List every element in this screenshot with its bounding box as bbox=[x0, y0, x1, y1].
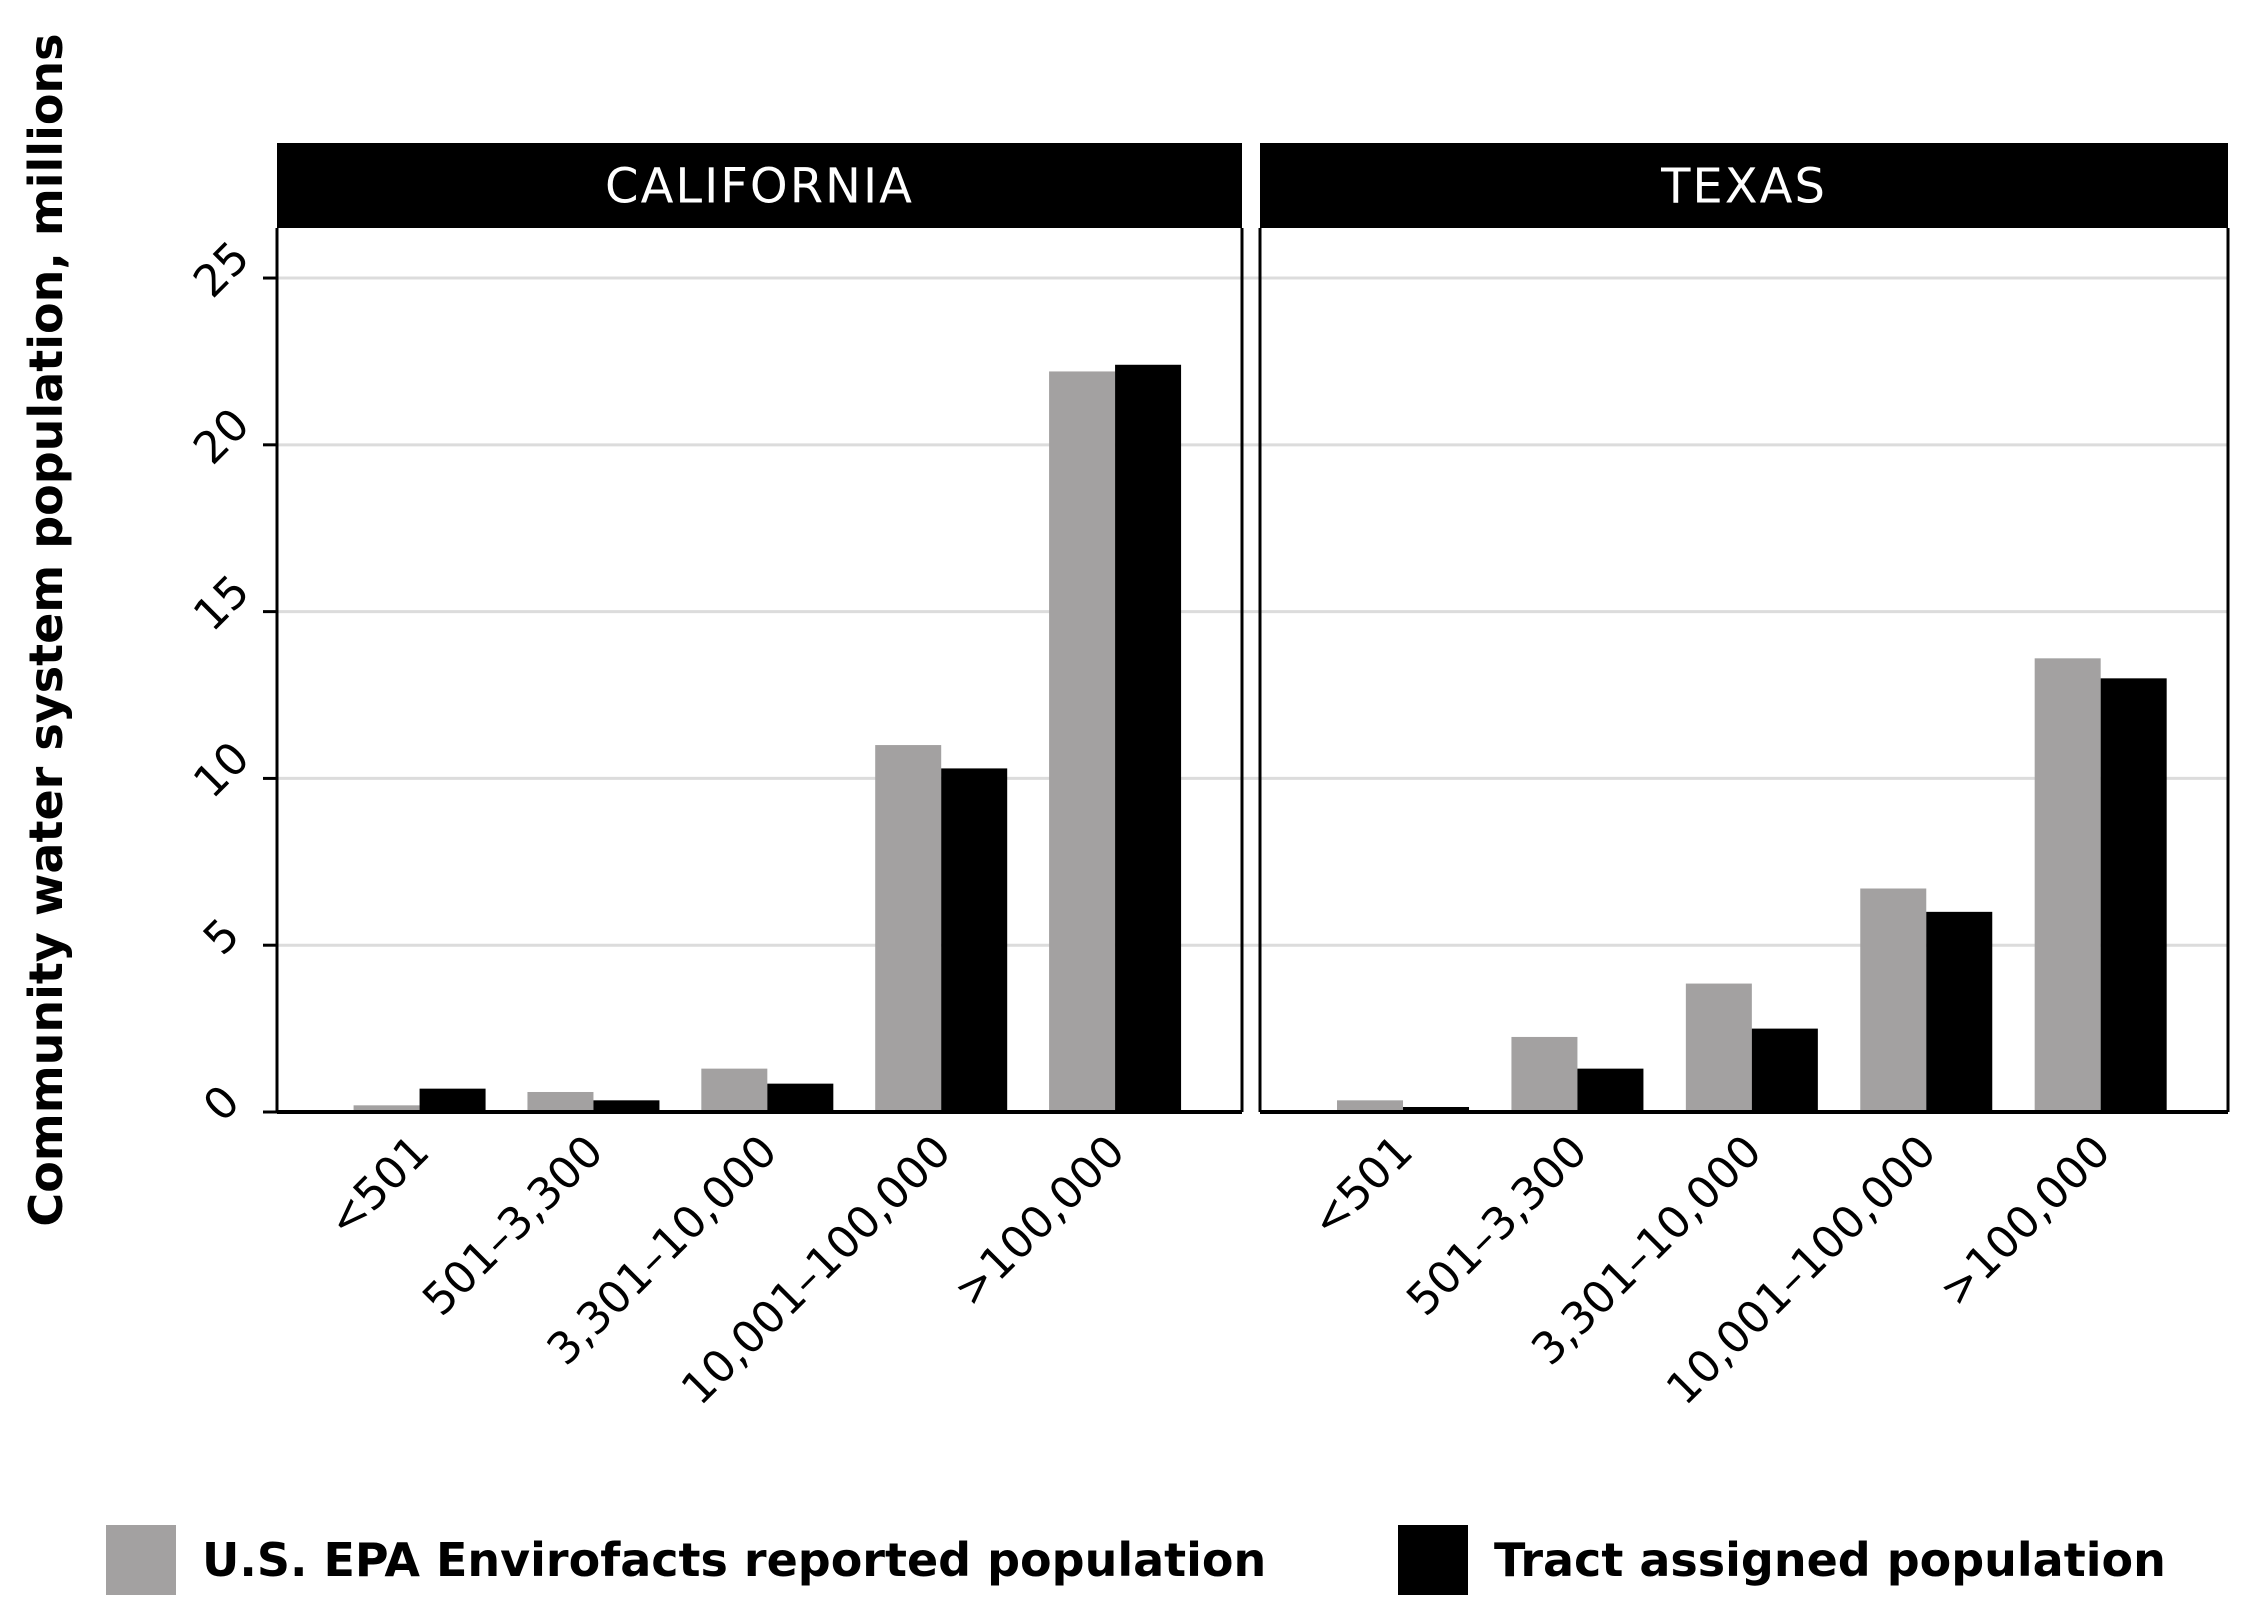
y-tick-label: 10 bbox=[184, 732, 260, 808]
grid-lines bbox=[277, 276, 2228, 947]
bar bbox=[1049, 371, 1116, 1112]
x-axis: <501501–3,3003,301–10,00010,001–100,000>… bbox=[318, 1126, 2121, 1415]
bars bbox=[353, 364, 2167, 1113]
x-tick-label: >100,000 bbox=[1930, 1126, 2121, 1317]
panel-frames bbox=[275, 228, 2230, 1114]
panel-strip bbox=[1260, 143, 2228, 228]
bar bbox=[941, 768, 1008, 1112]
bar bbox=[353, 1105, 420, 1112]
panel-title: TEXAS bbox=[1660, 159, 1827, 215]
y-tick-label: 5 bbox=[194, 909, 250, 965]
bar bbox=[1115, 364, 1182, 1113]
bar bbox=[593, 1100, 660, 1112]
y-axis: 0 5 10 15 20 25 bbox=[184, 232, 277, 1132]
bar bbox=[1403, 1106, 1470, 1112]
y-tick-label: 25 bbox=[184, 232, 260, 308]
bar bbox=[2100, 678, 2167, 1112]
y-tick-label: 20 bbox=[184, 399, 260, 475]
legend: U.S. EPA Envirofacts reported population… bbox=[106, 1525, 2166, 1595]
y-axis-title: Community water system population, milli… bbox=[19, 33, 73, 1226]
bar bbox=[1685, 983, 1752, 1112]
bar bbox=[419, 1088, 486, 1112]
bar bbox=[1577, 1068, 1644, 1112]
panel-strip bbox=[277, 143, 1242, 228]
bar bbox=[701, 1068, 768, 1112]
panel-strips: CALIFORNIA TEXAS bbox=[277, 143, 2228, 228]
bar bbox=[875, 745, 942, 1112]
bar bbox=[2034, 658, 2101, 1112]
bar bbox=[1860, 888, 1927, 1112]
y-tick-label: 0 bbox=[194, 1076, 250, 1132]
legend-swatch bbox=[106, 1525, 176, 1595]
bar bbox=[1511, 1036, 1578, 1112]
legend-swatch bbox=[1398, 1525, 1468, 1595]
y-tick-label: 15 bbox=[184, 566, 260, 642]
legend-label: Tract assigned population bbox=[1494, 1533, 2166, 1587]
bar bbox=[767, 1083, 834, 1112]
bar bbox=[1751, 1028, 1818, 1112]
bar bbox=[527, 1091, 594, 1112]
legend-label: U.S. EPA Envirofacts reported population bbox=[202, 1533, 1266, 1587]
x-tick-label: <501 bbox=[1301, 1126, 1423, 1248]
x-tick-label: <501 bbox=[318, 1126, 440, 1248]
bar bbox=[1337, 1100, 1404, 1112]
bar bbox=[1926, 911, 1993, 1112]
x-tick-label: >100,000 bbox=[944, 1126, 1135, 1317]
panel-title: CALIFORNIA bbox=[605, 159, 914, 215]
